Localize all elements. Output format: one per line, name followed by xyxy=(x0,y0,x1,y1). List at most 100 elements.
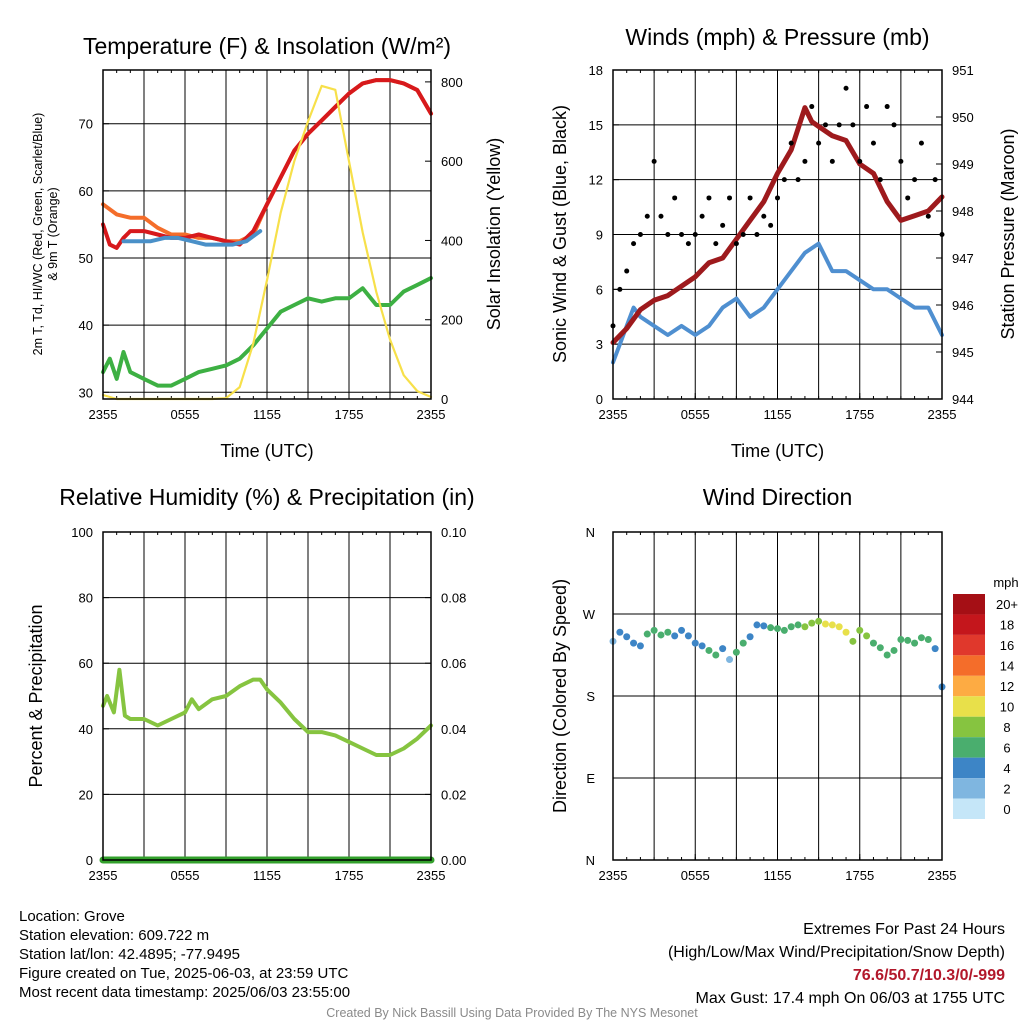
gust-point xyxy=(706,195,712,201)
extremes-info: Extremes For Past 24 Hours (High/Low/Max… xyxy=(668,918,1005,1010)
direction-point xyxy=(815,617,823,625)
gust-point xyxy=(898,158,904,164)
direction-point xyxy=(630,639,638,647)
station-info: Location: Grove Station elevation: 609.7… xyxy=(19,907,350,1002)
direction-point xyxy=(780,626,788,634)
colorbar-swatch xyxy=(953,737,985,758)
x-tick-label: 1755 xyxy=(335,868,364,883)
created-text: Figure created on Tue, 2025-06-03, at 23… xyxy=(19,965,349,982)
gust-point xyxy=(877,177,883,183)
colorbar-swatch xyxy=(953,614,985,635)
gust-point xyxy=(925,213,931,219)
gust-point xyxy=(864,104,870,110)
extremes-subtitle: (High/Low/Max Wind/Precipitation/Snow De… xyxy=(667,944,1005,961)
colorbar-swatch xyxy=(953,634,985,656)
gust-point xyxy=(733,241,739,247)
humidity-panel: 2355 0555 1155 1755 23550204060801000.000.02… xyxy=(26,484,475,883)
y-axis-label: 2m T, Td, HI/WC (Red, Green, Scarlet/Blu… xyxy=(31,113,45,356)
panel-title: Wind Direction xyxy=(703,484,853,510)
x-tick-label: 2355 xyxy=(417,868,446,883)
y2-tick-label: 0 xyxy=(441,392,448,407)
y2-tick-label: 0.04 xyxy=(441,722,466,737)
plot-frame xyxy=(612,531,943,861)
colorbar-swatch xyxy=(953,655,985,676)
direction-point xyxy=(774,625,781,633)
y-tick-label: N xyxy=(586,525,595,540)
y-tick-label: 6 xyxy=(596,282,603,297)
gust-point xyxy=(822,122,828,128)
series-line-2 xyxy=(121,229,263,247)
colorbar-label: 20+ xyxy=(996,597,1018,612)
direction-point xyxy=(705,646,713,654)
gust-point xyxy=(685,241,691,247)
winds-panel: 2355 0555 1155 1755 235503691215189449459469… xyxy=(550,24,1018,461)
direction-point xyxy=(904,636,912,644)
colorbar-label: 10 xyxy=(1000,700,1014,715)
y-tick-label: 40 xyxy=(79,722,93,737)
colorbar-title: mph xyxy=(993,575,1018,590)
extremes-values: 76.6/50.7/10.3/0/-999 xyxy=(852,967,1005,984)
wind-direction-panel: 2355 0555 1155 1755 2355 N E S W N Wind Direction D… xyxy=(550,484,956,883)
direction-point xyxy=(726,656,734,664)
colorbar-label: 6 xyxy=(1003,740,1010,755)
direction-point xyxy=(732,648,740,656)
y-tick-label: 100 xyxy=(71,525,93,540)
gust-point xyxy=(679,232,685,237)
x-tick-label: 2355 xyxy=(928,407,957,422)
direction-point xyxy=(746,633,754,641)
y-tick-label: 0 xyxy=(86,853,93,868)
y-tick-label: 20 xyxy=(79,787,93,802)
direction-point xyxy=(931,645,939,653)
direction-point xyxy=(842,628,850,636)
gust-point xyxy=(775,195,780,201)
x-tick-label: 2355 xyxy=(599,407,628,422)
x-axis-label: Time (UTC) xyxy=(731,441,824,461)
x-tick-label: 1155 xyxy=(764,407,792,422)
y-tick-label: 70 xyxy=(79,117,93,132)
y-tick-label: 60 xyxy=(79,656,93,671)
x-tick-label: 0555 xyxy=(681,407,710,422)
gust-point xyxy=(912,177,918,183)
direction-point xyxy=(616,628,624,636)
direction-point xyxy=(671,632,679,640)
y2-tick-label: 947 xyxy=(952,251,974,266)
x-tick-label: 2355 xyxy=(89,868,118,883)
y2-tick-label: 950 xyxy=(952,110,974,125)
colorbar-label: 2 xyxy=(1003,781,1010,796)
gust-point xyxy=(932,177,938,183)
colorbar-swatch xyxy=(953,778,985,799)
colorbar-swatch xyxy=(953,716,985,738)
y2-tick-label: 0.10 xyxy=(441,525,466,540)
gust-point xyxy=(809,104,815,110)
gust-point xyxy=(713,241,719,247)
direction-point xyxy=(924,636,932,644)
x-tick-label: 1755 xyxy=(335,407,364,422)
direction-point xyxy=(883,651,891,659)
y-tick-label: 12 xyxy=(589,173,603,188)
direction-point xyxy=(623,633,631,641)
y-tick-label: 3 xyxy=(596,337,603,352)
gust-point xyxy=(843,85,849,91)
y-tick-label: N xyxy=(586,853,595,868)
gust-point xyxy=(617,286,623,292)
colorbar-label: 0 xyxy=(1003,802,1010,817)
direction-point xyxy=(684,632,692,640)
temperature-panel: 2355 0555 1155 1755 2355 30 40 50 60 70 0 200 400 600… xyxy=(31,33,504,461)
x-tick-label: 1155 xyxy=(253,407,281,422)
y2-tick-label: 949 xyxy=(952,157,974,172)
colorbar-label: 8 xyxy=(1003,720,1010,735)
colorbar-label: 14 xyxy=(1000,659,1014,674)
colorbar-swatch xyxy=(953,757,985,779)
direction-point xyxy=(691,639,699,647)
gust-point xyxy=(884,104,890,110)
direction-point xyxy=(863,632,871,640)
gust-point xyxy=(665,232,671,237)
direction-point xyxy=(794,621,802,629)
y-tick-label: 80 xyxy=(79,591,93,606)
plot-frame xyxy=(102,69,432,400)
gust-point xyxy=(781,177,787,183)
x-tick-label: 0555 xyxy=(171,407,200,422)
x-tick-label: 2355 xyxy=(928,868,957,883)
direction-point xyxy=(767,624,775,632)
